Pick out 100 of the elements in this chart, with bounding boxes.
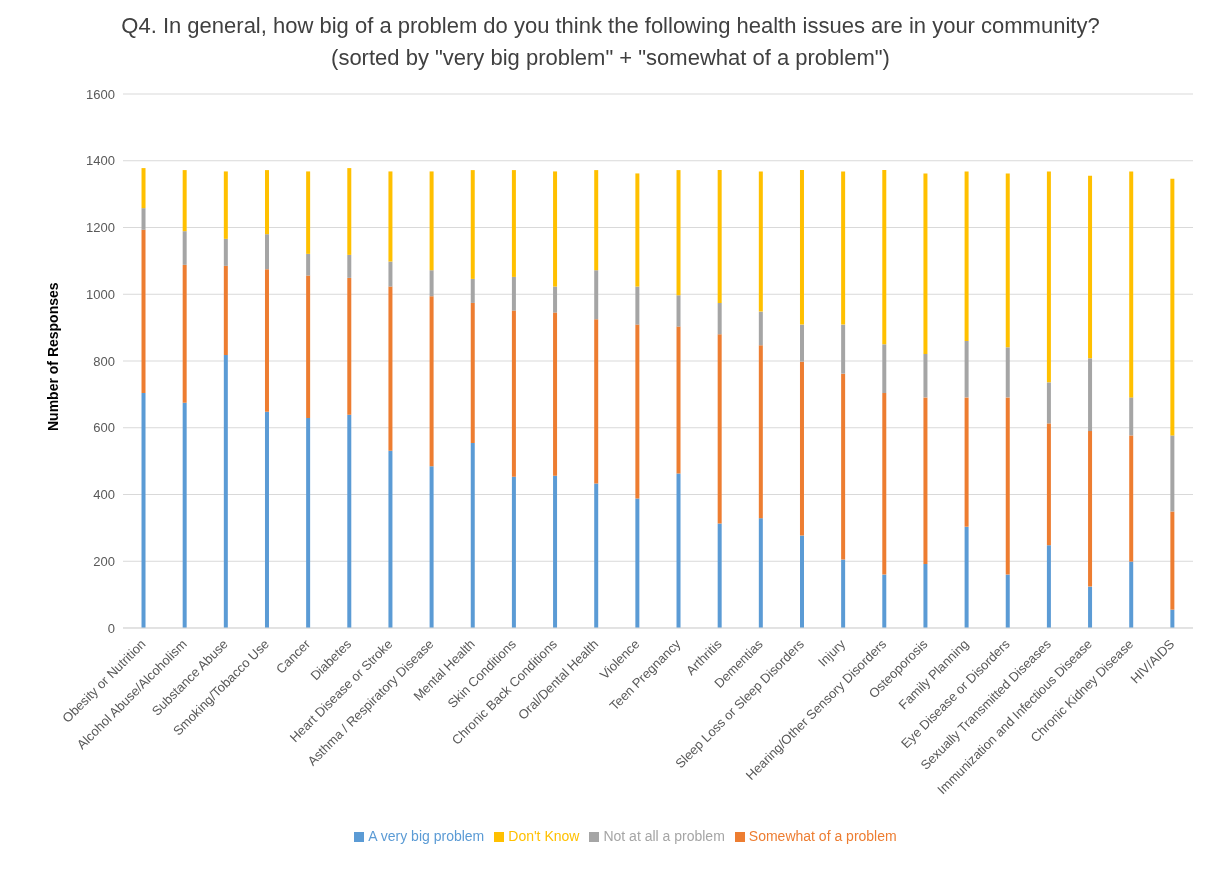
- bar: [923, 397, 928, 564]
- bar: [141, 393, 146, 628]
- bar: [882, 170, 887, 345]
- bar: [470, 443, 475, 628]
- bar: [841, 559, 846, 628]
- legend-label: Don't Know: [508, 828, 580, 844]
- bar: [676, 326, 681, 474]
- bar: [964, 526, 969, 628]
- bar: [511, 310, 516, 477]
- bar: [306, 418, 311, 628]
- bar: [758, 518, 763, 628]
- bar: [388, 261, 393, 287]
- bar: [511, 170, 516, 277]
- bar: [841, 324, 846, 374]
- bar: [429, 171, 434, 271]
- y-tick-label: 800: [93, 353, 115, 369]
- bar: [306, 275, 311, 419]
- bar: [1129, 171, 1134, 398]
- bar: [1046, 382, 1051, 424]
- bar: [223, 238, 228, 266]
- bar: [141, 168, 146, 209]
- bar: [553, 475, 558, 628]
- bar: [964, 340, 969, 398]
- bar: [511, 476, 516, 628]
- bar: [429, 466, 434, 628]
- bar: [429, 270, 434, 297]
- bar: [964, 171, 969, 341]
- bar: [1046, 171, 1051, 383]
- bar: [1129, 561, 1134, 628]
- bar: [1088, 431, 1093, 587]
- bar: [676, 473, 681, 628]
- bar: [1046, 545, 1051, 628]
- bar: [717, 334, 722, 524]
- bar: [758, 345, 763, 519]
- bar: [1088, 358, 1093, 432]
- bar: [1170, 609, 1175, 628]
- bar: [264, 234, 269, 270]
- y-tick-label: 1400: [86, 153, 115, 169]
- bar: [1129, 435, 1134, 562]
- bar: [1005, 574, 1010, 628]
- bar: [676, 170, 681, 296]
- y-tick-label: 1000: [86, 286, 115, 302]
- bar: [347, 168, 352, 255]
- y-tick-label: 1600: [86, 86, 115, 102]
- bar: [1170, 178, 1175, 436]
- bar: [182, 402, 187, 628]
- bar: [306, 171, 311, 254]
- bar: [717, 302, 722, 335]
- y-axis-title: Number of Responses: [44, 282, 61, 431]
- bar: [553, 286, 558, 313]
- bar: [676, 295, 681, 327]
- bar: [1170, 435, 1175, 512]
- bar: [1088, 586, 1093, 628]
- bar: [758, 311, 763, 346]
- bar: [799, 535, 804, 628]
- bar: [264, 269, 269, 412]
- bar: [923, 173, 928, 354]
- bar: [841, 373, 846, 560]
- bar: [388, 171, 393, 262]
- bar: [470, 170, 475, 279]
- bar: [923, 353, 928, 398]
- bar: [182, 264, 187, 403]
- bar: [1005, 347, 1010, 398]
- bar: [553, 312, 558, 476]
- y-tick-label: 400: [93, 487, 115, 503]
- bar: [347, 254, 352, 278]
- bar: [717, 523, 722, 628]
- bar: [799, 361, 804, 536]
- y-tick-label: 0: [107, 620, 115, 636]
- bar: [182, 231, 187, 265]
- bar: [470, 302, 475, 444]
- bar: [306, 253, 311, 276]
- bar: [635, 324, 640, 499]
- bar: [1170, 511, 1175, 610]
- bar: [553, 171, 558, 287]
- bar: [594, 270, 599, 320]
- bar: [347, 414, 352, 628]
- y-tick-label: 600: [93, 420, 115, 436]
- bar: [594, 170, 599, 271]
- bar: [882, 393, 887, 575]
- bar: [1129, 397, 1134, 436]
- bar: [799, 170, 804, 325]
- bar: [223, 265, 228, 355]
- bar: [923, 563, 928, 628]
- y-tick-label: 1200: [86, 220, 115, 236]
- bar: [1005, 397, 1010, 575]
- bar: [264, 411, 269, 628]
- chart-title: Q4. In general, how big of a problem do you think the following health issues are in your community? (sorted by "very big problem" + "somewhat of a problem"): [120, 12, 1101, 72]
- bar: [882, 344, 887, 394]
- bar: [635, 173, 640, 287]
- bar: [429, 296, 434, 467]
- bar: [470, 278, 475, 303]
- bar: [964, 397, 969, 527]
- legend-label: Somewhat of a problem: [748, 828, 897, 844]
- bar: [388, 450, 393, 628]
- bar: [1046, 423, 1051, 546]
- bar: [223, 354, 228, 628]
- bar: [1088, 175, 1093, 359]
- bar: [594, 483, 599, 628]
- legend-label: Not at all a problem: [603, 828, 725, 844]
